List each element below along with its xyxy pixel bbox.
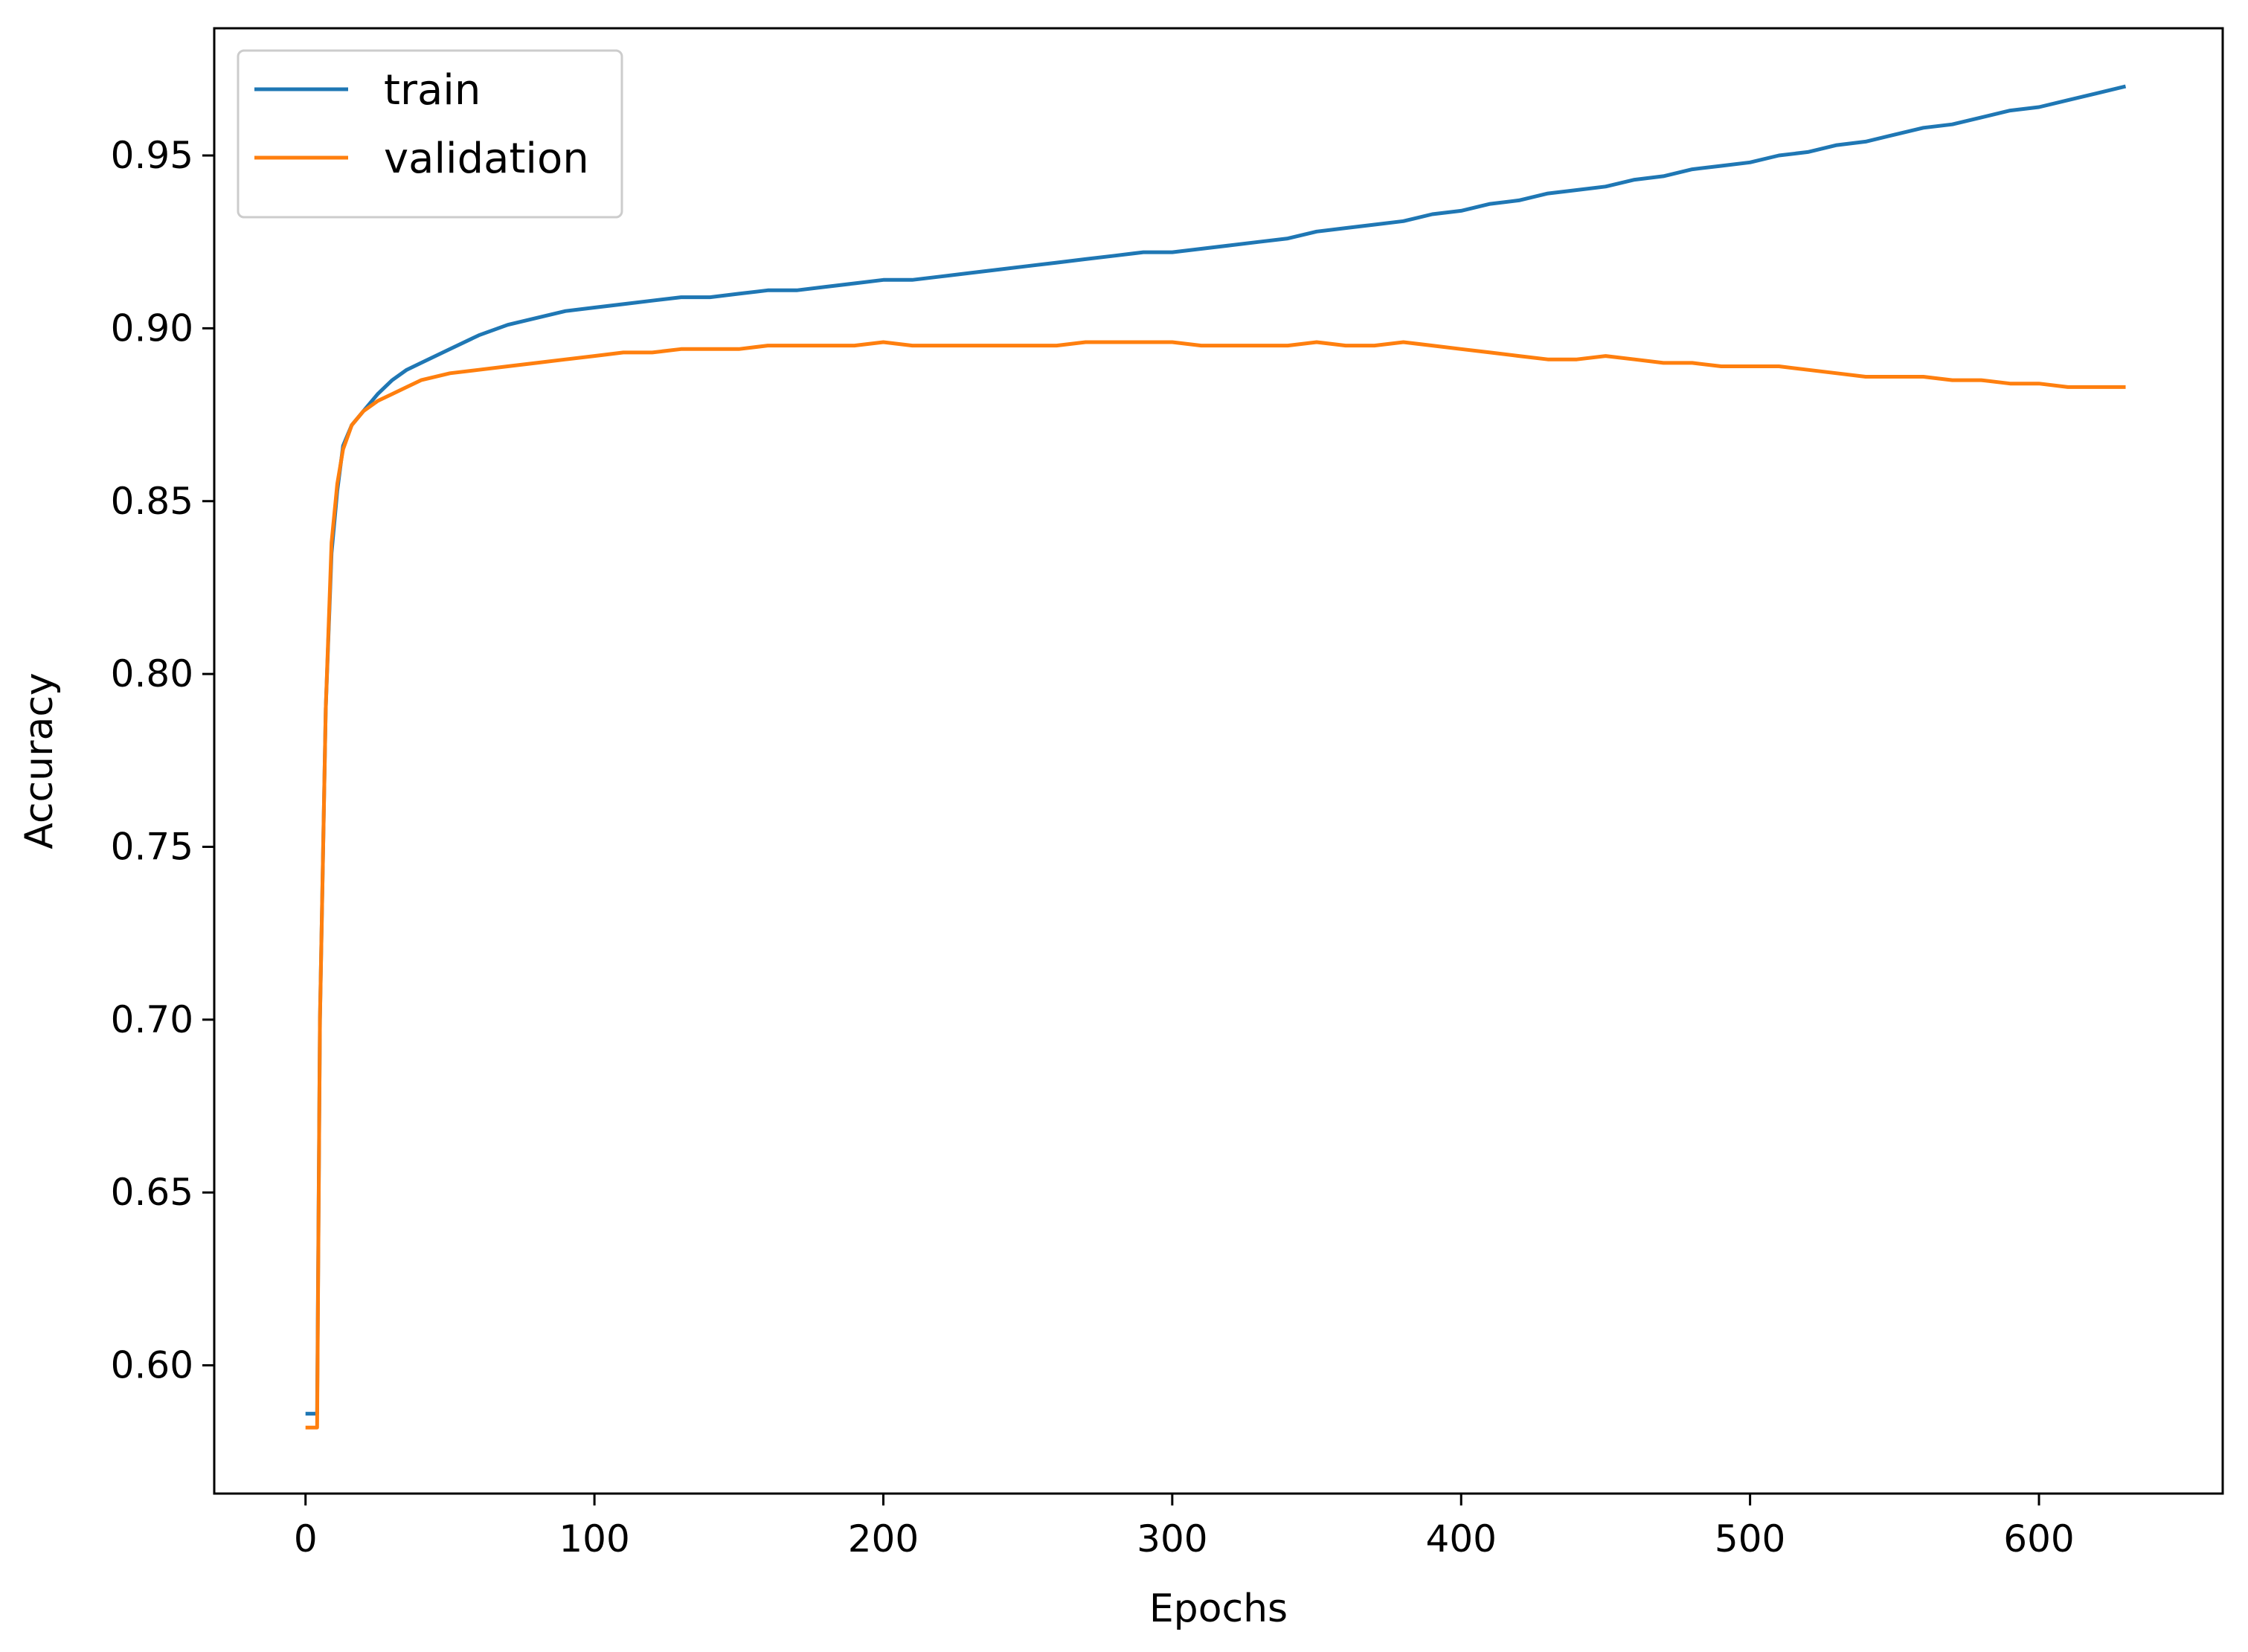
y-tick-label: 0.60	[111, 1344, 193, 1387]
x-axis-label: Epochs	[1149, 1587, 1288, 1631]
y-tick-label: 0.95	[111, 134, 193, 177]
series-line-validation	[305, 340, 2126, 1430]
y-tick-label: 0.70	[111, 998, 193, 1041]
series-line-train	[305, 84, 2127, 1416]
x-tick-label: 500	[1715, 1517, 1785, 1561]
x-tick-label: 0	[294, 1517, 318, 1561]
legend-label-train: train	[384, 66, 481, 115]
axes-frame	[213, 27, 2224, 1495]
x-tick-label: 400	[1426, 1517, 1497, 1561]
x-tick-label: 600	[2003, 1517, 2074, 1561]
x-tick-label: 300	[1137, 1517, 1207, 1561]
x-tick-label: 200	[848, 1517, 919, 1561]
legend: train validation	[237, 49, 623, 219]
y-tick-label: 0.85	[111, 480, 193, 523]
x-tick-label: 100	[559, 1517, 629, 1561]
y-tick-label: 0.65	[111, 1171, 193, 1214]
y-tick-label: 0.90	[111, 306, 193, 350]
x-axis: 0 100 200 300 400 500 600	[294, 1494, 2075, 1561]
y-tick-label: 0.75	[111, 825, 193, 868]
y-tick-label: 0.80	[111, 652, 193, 695]
y-axis: 0.60 0.65 0.70 0.75 0.80 0.85 0.90 0.95	[111, 134, 214, 1387]
legend-label-validation: validation	[384, 135, 589, 183]
y-axis-label: Accuracy	[17, 672, 62, 849]
plot-lines	[305, 84, 2127, 1430]
legend-box	[237, 49, 623, 219]
